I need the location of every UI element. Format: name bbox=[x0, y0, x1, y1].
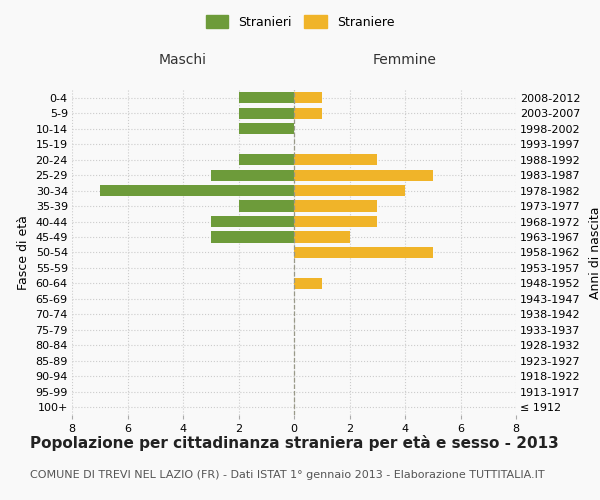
Text: COMUNE DI TREVI NEL LAZIO (FR) - Dati ISTAT 1° gennaio 2013 - Elaborazione TUTTI: COMUNE DI TREVI NEL LAZIO (FR) - Dati IS… bbox=[30, 470, 545, 480]
Bar bbox=[294, 92, 322, 104]
Bar bbox=[100, 185, 294, 196]
Text: Maschi: Maschi bbox=[159, 54, 207, 68]
Text: Popolazione per cittadinanza straniera per età e sesso - 2013: Popolazione per cittadinanza straniera p… bbox=[30, 435, 559, 451]
Bar bbox=[294, 232, 350, 242]
Bar bbox=[294, 108, 322, 119]
Bar bbox=[294, 185, 405, 196]
Bar bbox=[239, 154, 294, 165]
Bar bbox=[211, 170, 294, 180]
Bar bbox=[294, 247, 433, 258]
Bar bbox=[239, 92, 294, 104]
Bar bbox=[294, 200, 377, 211]
Bar bbox=[211, 216, 294, 227]
Bar bbox=[211, 232, 294, 242]
Bar bbox=[294, 154, 377, 165]
Y-axis label: Fasce di età: Fasce di età bbox=[17, 215, 30, 290]
Bar bbox=[239, 200, 294, 211]
Text: Femmine: Femmine bbox=[373, 54, 437, 68]
Bar bbox=[239, 108, 294, 119]
Bar bbox=[294, 170, 433, 180]
Bar bbox=[239, 123, 294, 134]
Legend: Stranieri, Straniere: Stranieri, Straniere bbox=[202, 11, 398, 32]
Y-axis label: Anni di nascita: Anni di nascita bbox=[589, 206, 600, 298]
Bar bbox=[294, 278, 322, 289]
Bar bbox=[294, 216, 377, 227]
